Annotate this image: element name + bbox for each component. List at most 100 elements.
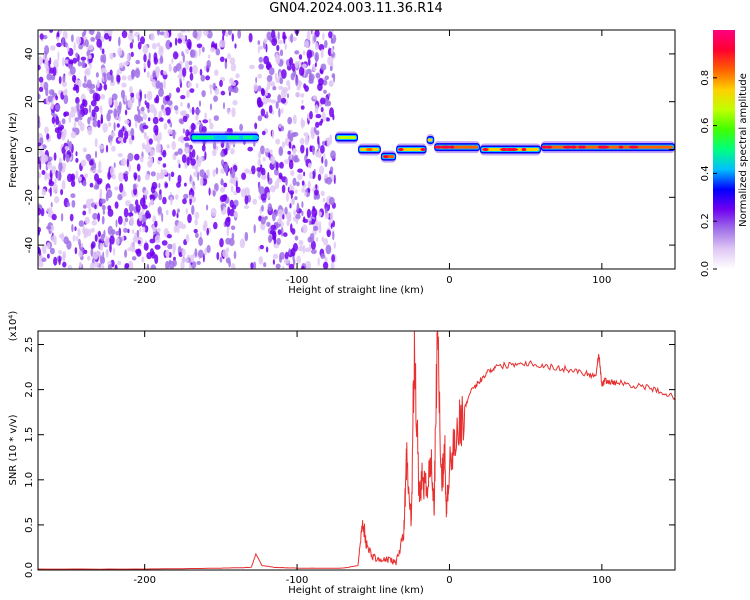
noise-speck — [162, 149, 167, 158]
noise-speck — [189, 108, 192, 113]
noise-speck — [97, 178, 103, 184]
noise-speck — [229, 178, 236, 184]
noise-speck — [56, 131, 62, 140]
noise-speck — [257, 47, 260, 54]
noise-speck — [258, 56, 263, 63]
noise-speck — [131, 135, 135, 141]
noise-speck — [284, 159, 290, 164]
colorbar-tick: 0.6 — [700, 118, 711, 134]
noise-speck — [109, 166, 115, 177]
noise-speck — [72, 127, 75, 132]
noise-speck — [54, 196, 60, 204]
noise-speck — [78, 220, 84, 227]
noise-speck — [139, 90, 142, 98]
noise-speck — [97, 169, 103, 174]
noise-speck — [38, 207, 42, 216]
noise-speck — [163, 122, 168, 130]
signal-segment — [479, 143, 541, 156]
noise-speck — [180, 95, 186, 100]
chart-title: GN04.2024.003.11.36.R14 — [269, 1, 443, 16]
spectrogram-x-tick: 100 — [592, 275, 611, 286]
noise-speck — [61, 232, 65, 242]
noise-speck — [85, 230, 88, 238]
noise-speck — [176, 87, 181, 93]
noise-speck — [46, 225, 52, 230]
noise-speck — [55, 115, 60, 126]
noise-speck — [209, 84, 213, 90]
noise-speck — [198, 249, 204, 259]
noise-speck — [277, 31, 280, 40]
noise-speck — [94, 138, 98, 148]
noise-speck — [202, 174, 209, 179]
noise-speck — [326, 137, 330, 148]
noise-speck — [57, 51, 60, 62]
noise-speck — [128, 212, 134, 218]
noise-speck — [302, 224, 308, 234]
noise-speck — [304, 85, 309, 92]
noise-speck — [294, 196, 298, 201]
noise-speck — [214, 69, 219, 76]
noise-speck — [74, 117, 80, 122]
noise-speck — [100, 233, 105, 242]
noise-speck — [288, 248, 291, 255]
noise-speck — [318, 44, 325, 51]
noise-speck — [139, 227, 142, 232]
noise-speck — [189, 174, 192, 182]
noise-speck — [106, 112, 111, 122]
noise-speck — [134, 114, 139, 122]
noise-speck — [84, 69, 88, 75]
noise-speck — [155, 94, 160, 104]
noise-speck — [38, 76, 44, 83]
noise-speck — [78, 238, 81, 247]
noise-speck — [100, 54, 104, 63]
noise-speck — [71, 34, 74, 43]
noise-speck — [260, 164, 263, 169]
noise-speck — [109, 235, 115, 245]
noise-speck — [167, 119, 171, 124]
noise-speck — [177, 174, 182, 184]
noise-speck — [87, 228, 92, 237]
noise-speck — [142, 113, 148, 120]
noise-speck — [258, 182, 261, 193]
noise-speck — [204, 247, 208, 256]
noise-speck — [164, 106, 171, 116]
noise-speck — [310, 240, 316, 251]
noise-speck — [314, 104, 319, 114]
noise-speck — [322, 261, 329, 269]
noise-speck — [45, 87, 49, 97]
noise-speck — [179, 77, 182, 85]
noise-speck — [56, 42, 62, 48]
noise-speck — [261, 204, 264, 212]
noise-speck — [275, 54, 281, 65]
noise-speck — [62, 74, 66, 83]
noise-speck — [312, 170, 316, 180]
noise-speck — [128, 203, 134, 212]
noise-speck — [114, 100, 118, 108]
noise-speck — [214, 87, 220, 95]
noise-speck — [323, 153, 326, 159]
noise-speck — [121, 30, 128, 39]
snr-y-tick: 1.5 — [24, 427, 35, 443]
noise-speck — [192, 185, 196, 191]
noise-speck — [210, 207, 217, 217]
noise-speck — [161, 104, 164, 110]
noise-speck — [141, 204, 148, 210]
noise-speck — [330, 261, 335, 269]
noise-speck — [78, 79, 82, 88]
noise-speck — [126, 53, 130, 63]
noise-speck — [285, 177, 288, 186]
noise-speck — [144, 100, 147, 105]
noise-speck — [261, 130, 266, 136]
noise-speck — [282, 35, 287, 40]
noise-speck — [257, 171, 261, 178]
noise-speck — [314, 30, 320, 38]
noise-speck — [320, 97, 326, 105]
noise-speck — [84, 216, 90, 224]
noise-speck — [49, 178, 53, 185]
noise-speck — [239, 238, 246, 249]
noise-speck — [194, 219, 198, 226]
noise-speck — [107, 264, 113, 269]
noise-speck — [63, 111, 67, 117]
noise-speck — [213, 115, 219, 121]
noise-speck — [54, 178, 57, 185]
